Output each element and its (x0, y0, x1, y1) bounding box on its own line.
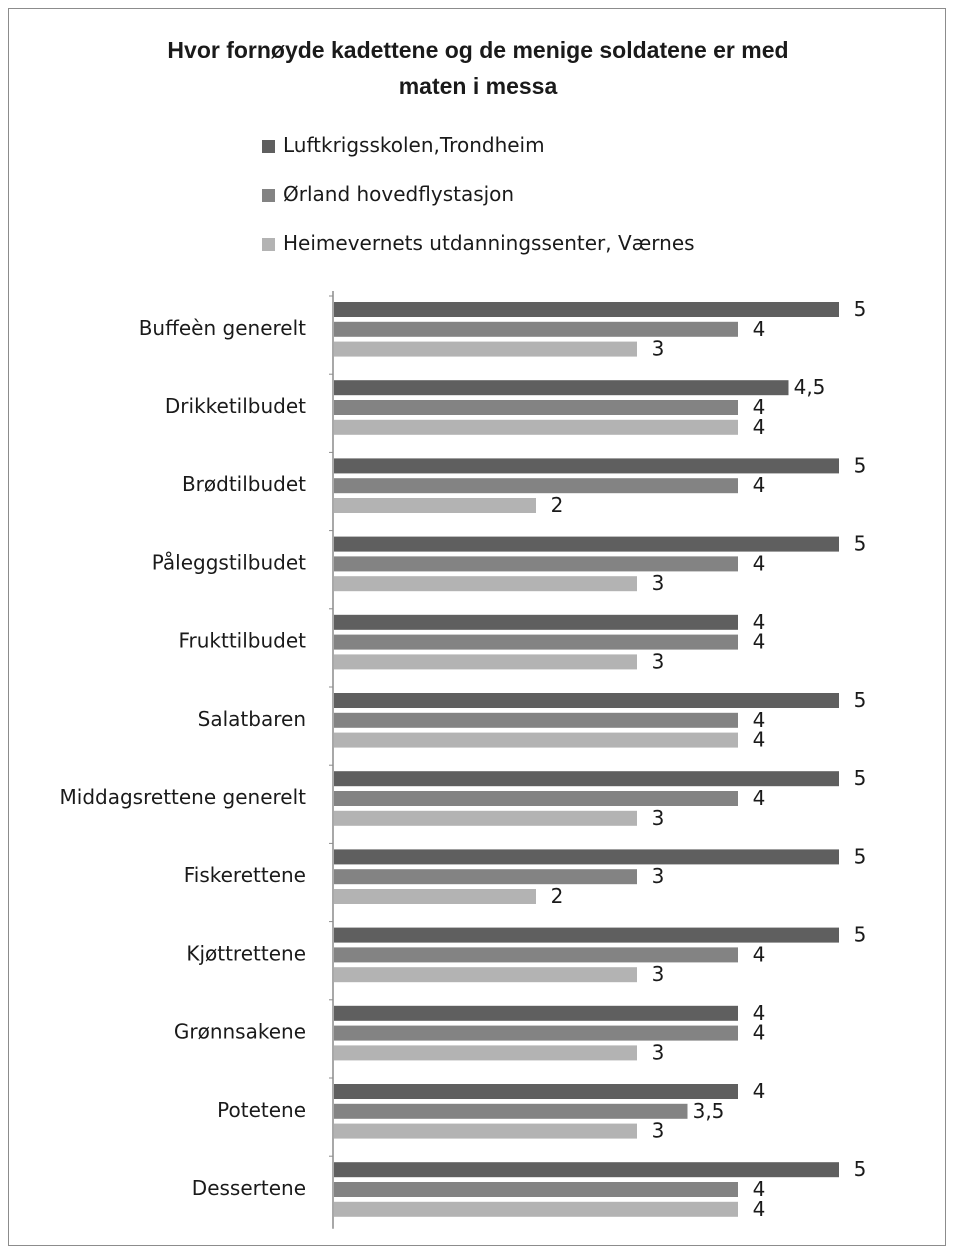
bar-buffee-n-generelt-series-2 (334, 321, 738, 337)
bar-buffee-n-generelt-series-1 (334, 302, 839, 317)
bar-frukttilbudet-series-2 (334, 634, 738, 650)
bar-kj-ttrettene-series-3 (334, 967, 637, 983)
chart-title-line-2: maten i messa (398, 73, 558, 99)
bar-kj-ttrettene-series-1 (334, 927, 839, 943)
legend-swatch-luftkrigsskolen (262, 140, 275, 153)
value-label-salatbaren-series-3: 4 (753, 728, 766, 752)
value-label-frukttilbudet-series-1: 4 (753, 610, 766, 634)
value-label-pa-leggstilbudet-series-3: 3 (652, 571, 665, 595)
value-label-dessertene-series-1: 5 (854, 1157, 867, 1181)
value-label-drikketilbudet-series-1: 4,5 (794, 375, 826, 399)
value-label-fiskerettene-series-1: 5 (854, 844, 867, 868)
bar-frukttilbudet-series-3 (334, 654, 637, 670)
bar-potetene-series-2 (334, 1103, 688, 1119)
bar-pa-leggstilbudet-series-3 (334, 576, 637, 592)
value-label-salatbaren-series-2: 4 (753, 708, 766, 732)
bar-potetene-series-3 (334, 1123, 637, 1139)
bar-pa-leggstilbudet-series-1 (334, 536, 839, 552)
value-label-gr-nnsakene-series-1: 4 (753, 1001, 766, 1025)
bar-gr-nnsakene-series-2 (334, 1025, 738, 1041)
bar-potetene-series-1 (334, 1084, 738, 1099)
bar-fiskerettene-series-1 (334, 849, 839, 865)
bar-fiskerettene-series-3 (334, 889, 536, 904)
value-label-potetene-series-2: 3,5 (693, 1099, 725, 1123)
value-label-br-dtilbudet-series-1: 5 (854, 453, 867, 477)
value-label-dessertene-series-2: 4 (753, 1177, 766, 1201)
bar-salatbaren-series-1 (334, 693, 839, 708)
bar-gr-nnsakene-series-1 (334, 1005, 738, 1021)
value-label-kj-ttrettene-series-2: 4 (753, 942, 766, 966)
bar-kj-ttrettene-series-2 (334, 947, 738, 963)
value-label-gr-nnsakene-series-2: 4 (753, 1021, 766, 1045)
chart-title: Hvor fornøyde kadettene og de menige sol… (0, 32, 956, 104)
bar-frukttilbudet-series-1 (334, 614, 738, 630)
bar-middagsrettene-generelt-series-3 (334, 810, 637, 826)
bar-middagsrettene-generelt-series-1 (334, 771, 839, 787)
value-label-potetene-series-3: 3 (652, 1119, 665, 1143)
bar-dessertene-series-2 (334, 1182, 738, 1197)
bar-drikketilbudet-series-1 (334, 380, 789, 396)
value-label-br-dtilbudet-series-3: 2 (551, 493, 564, 517)
bar-drikketilbudet-series-3 (334, 419, 738, 435)
value-label-potetene-series-1: 4 (753, 1079, 766, 1103)
bar-salatbaren-series-2 (334, 712, 738, 728)
bar-dessertene-series-1 (334, 1162, 839, 1178)
bar-br-dtilbudet-series-1 (334, 458, 839, 474)
category-label-gr-nnsakene: Grønnsakene (174, 1020, 306, 1044)
value-label-middagsrettene-generelt-series-2: 4 (753, 786, 766, 810)
bar-drikketilbudet-series-2 (334, 400, 738, 415)
bar-buffee-n-generelt-series-3 (334, 341, 637, 357)
category-label-pa-leggstilbudet: Påleggstilbudet (152, 550, 306, 574)
category-label-dessertene: Dessertene (192, 1176, 306, 1200)
value-label-middagsrettene-generelt-series-3: 3 (652, 806, 665, 830)
category-label-br-dtilbudet: Brødtilbudet (182, 472, 306, 496)
value-label-dessertene-series-3: 4 (753, 1197, 766, 1221)
legend-swatch-orland (262, 189, 275, 202)
category-label-frukttilbudet: Frukttilbudet (178, 629, 306, 653)
category-label-salatbaren: Salatbaren (198, 707, 306, 731)
category-label-middagsrettene-generelt: Middagsrettene generelt (60, 785, 307, 809)
value-label-frukttilbudet-series-3: 3 (652, 649, 665, 673)
category-label-fiskerettene: Fiskerettene (184, 863, 306, 887)
value-label-fiskerettene-series-3: 2 (551, 884, 564, 908)
legend-swatch-heimevernet (262, 238, 275, 251)
bar-middagsrettene-generelt-series-2 (334, 791, 738, 806)
bar-pa-leggstilbudet-series-2 (334, 556, 738, 572)
category-label-buffee-n-generelt: Buffeèn generelt (139, 316, 306, 340)
value-label-kj-ttrettene-series-3: 3 (652, 962, 665, 986)
value-label-buffee-n-generelt-series-1: 5 (854, 297, 867, 321)
legend-label-orland: Ørland hovedflystasjon (283, 182, 515, 206)
category-label-kj-ttrettene: Kjøttrettene (186, 941, 306, 965)
bar-salatbaren-series-3 (334, 732, 738, 748)
value-label-frukttilbudet-series-2: 4 (753, 630, 766, 654)
value-label-pa-leggstilbudet-series-1: 5 (854, 532, 867, 556)
value-label-buffee-n-generelt-series-3: 3 (652, 337, 665, 361)
value-label-buffee-n-generelt-series-2: 4 (753, 317, 766, 341)
value-label-pa-leggstilbudet-series-2: 4 (753, 551, 766, 575)
bar-br-dtilbudet-series-3 (334, 498, 536, 513)
bar-dessertene-series-3 (334, 1201, 738, 1217)
category-label-drikketilbudet: Drikketilbudet (165, 394, 306, 418)
bar-fiskerettene-series-2 (334, 869, 637, 885)
legend-label-heimevernet: Heimevernets utdanningssenter, Værnes (283, 231, 695, 255)
legend-label-luftkrigsskolen: Luftkrigsskolen,Trondheim (283, 133, 545, 157)
value-label-fiskerettene-series-2: 3 (652, 864, 665, 888)
value-label-drikketilbudet-series-3: 4 (753, 415, 766, 439)
value-label-gr-nnsakene-series-3: 3 (652, 1040, 665, 1064)
value-label-kj-ttrettene-series-1: 5 (854, 923, 867, 947)
value-label-drikketilbudet-series-2: 4 (753, 395, 766, 419)
value-label-middagsrettene-generelt-series-1: 5 (854, 766, 867, 790)
value-label-salatbaren-series-1: 5 (854, 688, 867, 712)
bar-gr-nnsakene-series-3 (334, 1045, 637, 1061)
chart-title-line-1: Hvor fornøyde kadettene og de menige sol… (167, 37, 789, 63)
bar-br-dtilbudet-series-2 (334, 478, 738, 494)
category-label-potetene: Potetene (217, 1098, 306, 1122)
value-label-br-dtilbudet-series-2: 4 (753, 473, 766, 497)
